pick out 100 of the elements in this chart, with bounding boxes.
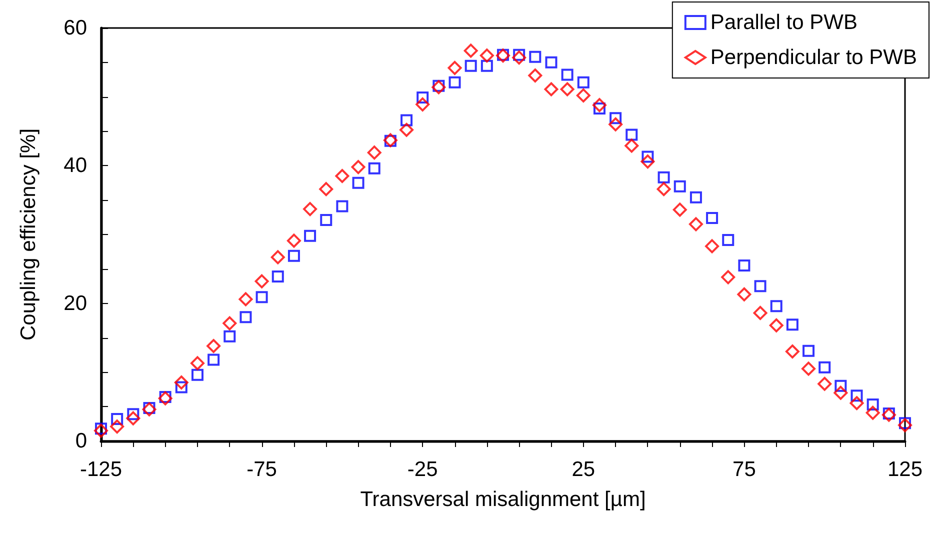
point bbox=[272, 270, 284, 282]
point bbox=[592, 98, 606, 112]
point bbox=[786, 318, 798, 331]
point bbox=[208, 354, 220, 366]
point bbox=[480, 48, 494, 63]
point bbox=[254, 274, 269, 288]
point bbox=[545, 56, 558, 68]
point bbox=[368, 162, 380, 174]
point bbox=[126, 411, 140, 426]
point bbox=[769, 318, 784, 332]
point bbox=[400, 114, 413, 126]
point bbox=[754, 280, 766, 292]
point bbox=[95, 422, 107, 435]
point bbox=[866, 406, 880, 420]
x-tick-label: -25 bbox=[407, 458, 438, 481]
point bbox=[335, 168, 350, 183]
y-tick-label: 0 bbox=[75, 430, 87, 452]
point bbox=[159, 390, 172, 403]
point bbox=[320, 214, 332, 226]
point bbox=[513, 48, 526, 61]
point bbox=[576, 88, 590, 102]
point bbox=[190, 356, 204, 370]
point bbox=[224, 330, 236, 342]
y-tick-label: 40 bbox=[64, 154, 87, 178]
x-tick-label: -125 bbox=[80, 458, 122, 481]
y-tick-label: 60 bbox=[64, 16, 87, 40]
x-axis-title: Transversal misalignment [µm] bbox=[360, 488, 646, 511]
point bbox=[656, 182, 671, 196]
point bbox=[464, 44, 478, 58]
point bbox=[286, 234, 301, 248]
x-tick-label: 125 bbox=[887, 458, 923, 481]
point bbox=[642, 150, 654, 163]
point bbox=[175, 381, 188, 394]
point bbox=[802, 344, 815, 357]
point bbox=[593, 102, 606, 115]
point bbox=[544, 82, 558, 96]
point bbox=[480, 60, 493, 72]
x-tick-label: -75 bbox=[246, 458, 277, 481]
y-tick-label: 20 bbox=[64, 292, 87, 315]
point bbox=[512, 50, 526, 65]
point bbox=[256, 291, 268, 304]
y-axis-title: Coupling efficiency [%] bbox=[17, 128, 40, 341]
point bbox=[304, 230, 316, 242]
point bbox=[288, 250, 300, 262]
point bbox=[626, 128, 638, 141]
point bbox=[432, 80, 445, 92]
point bbox=[222, 316, 237, 330]
point bbox=[706, 212, 718, 224]
point bbox=[898, 418, 912, 432]
point bbox=[238, 292, 253, 306]
point bbox=[94, 424, 108, 438]
point bbox=[624, 138, 639, 153]
point bbox=[448, 60, 462, 75]
point bbox=[770, 300, 782, 312]
legend-label: Perpendicular to PWB bbox=[710, 46, 918, 69]
point bbox=[577, 76, 590, 88]
point bbox=[158, 391, 172, 406]
point bbox=[882, 407, 895, 420]
point bbox=[367, 146, 382, 160]
point bbox=[640, 154, 655, 169]
point bbox=[464, 60, 477, 72]
point bbox=[818, 361, 831, 374]
point bbox=[432, 80, 446, 94]
point bbox=[674, 180, 686, 192]
point bbox=[705, 239, 720, 254]
point bbox=[351, 160, 366, 174]
point bbox=[753, 306, 768, 320]
point bbox=[529, 50, 542, 63]
point bbox=[319, 182, 334, 196]
point bbox=[737, 287, 752, 302]
point bbox=[658, 171, 670, 184]
point bbox=[738, 259, 750, 272]
point bbox=[785, 344, 800, 359]
point bbox=[416, 92, 429, 104]
legend-label: Parallel to PWB bbox=[710, 11, 858, 34]
point bbox=[191, 368, 204, 381]
point bbox=[352, 176, 364, 189]
point bbox=[688, 217, 703, 232]
point bbox=[850, 396, 864, 410]
x-tick-label: 75 bbox=[732, 458, 756, 481]
point bbox=[834, 380, 847, 392]
point bbox=[270, 250, 285, 264]
point bbox=[127, 408, 140, 420]
point bbox=[111, 412, 124, 425]
point bbox=[802, 362, 816, 376]
point bbox=[882, 408, 896, 422]
point bbox=[610, 112, 622, 124]
point bbox=[528, 68, 542, 82]
point bbox=[690, 191, 702, 204]
point bbox=[834, 386, 848, 400]
point bbox=[818, 376, 832, 391]
point bbox=[110, 420, 124, 434]
point bbox=[608, 117, 623, 132]
point bbox=[206, 339, 221, 354]
point bbox=[448, 76, 461, 88]
point bbox=[416, 97, 430, 112]
point bbox=[400, 122, 414, 137]
point bbox=[866, 398, 879, 411]
x-tick-label: 25 bbox=[572, 458, 596, 481]
point bbox=[143, 402, 156, 414]
